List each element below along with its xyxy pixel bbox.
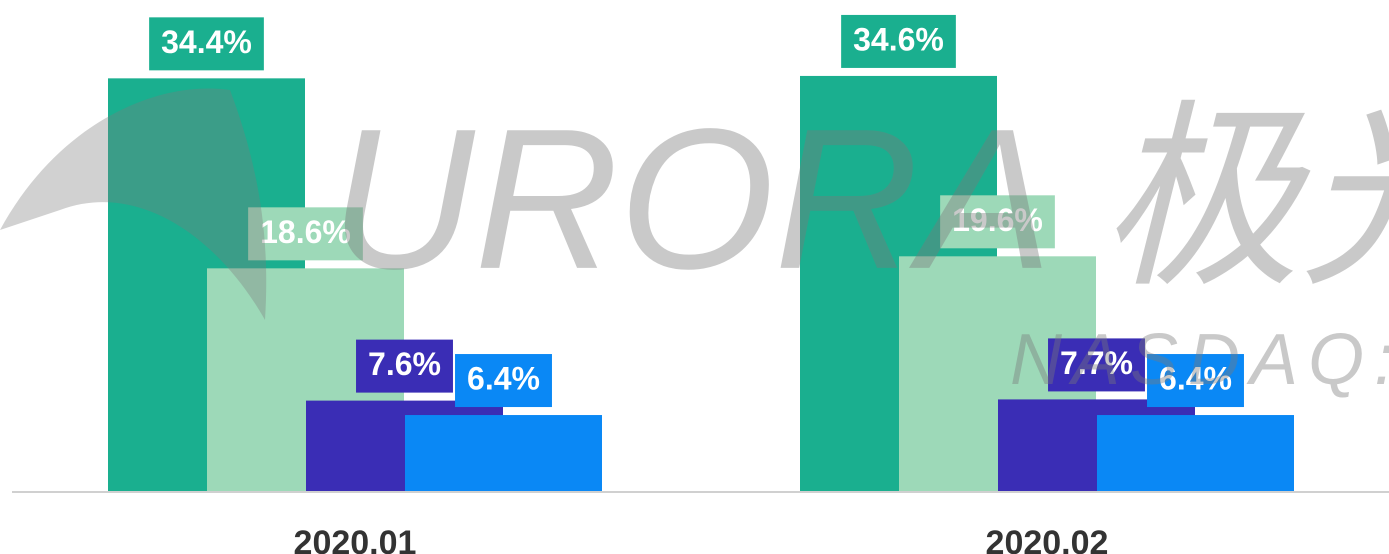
value-label: 7.6% [356, 339, 453, 393]
value-label-box [1048, 338, 1145, 392]
value-label: 18.6% [248, 207, 363, 261]
value-label: 34.6% [841, 14, 956, 68]
plot: 34.4% 18.6% 7.6% 6.4% 34.6% 19.6% 7.7% 6.4% [108, 14, 1294, 492]
value-label: 6.4% [455, 354, 552, 408]
bar [405, 415, 602, 492]
value-label-box [455, 354, 552, 408]
value-label-box [248, 207, 363, 261]
value-label-text: 7.7% [1060, 345, 1133, 381]
value-label-text: 6.4% [1159, 360, 1232, 396]
x-tick-label: 2020.01 [294, 524, 417, 554]
value-label-text: 18.6% [260, 214, 351, 250]
value-label-text: 19.6% [952, 202, 1043, 238]
value-label-text: 34.6% [853, 21, 944, 57]
value-label-box [841, 14, 956, 68]
watermark-subtext: NASDAQ:J [1010, 320, 1389, 400]
value-label-box [356, 339, 453, 393]
value-label: 19.6% [940, 195, 1055, 249]
watermark-logo [0, 88, 267, 320]
bar [1097, 415, 1294, 492]
value-label-text: 6.4% [467, 360, 540, 396]
value-label-text: 7.6% [368, 346, 441, 382]
value-label-box [1147, 354, 1244, 408]
value-label: 7.7% [1048, 338, 1145, 392]
x-tick-label: 2020.02 [986, 524, 1109, 554]
watermark: URORA 极光 NASDAQ:J [0, 88, 1389, 400]
watermark-text: URORA 极光 [330, 88, 1389, 311]
value-label-box [940, 195, 1055, 249]
value-label: 6.4% [1147, 354, 1244, 408]
value-label-box [149, 17, 264, 71]
value-label: 34.4% [149, 17, 264, 71]
value-label-text: 34.4% [161, 24, 252, 60]
